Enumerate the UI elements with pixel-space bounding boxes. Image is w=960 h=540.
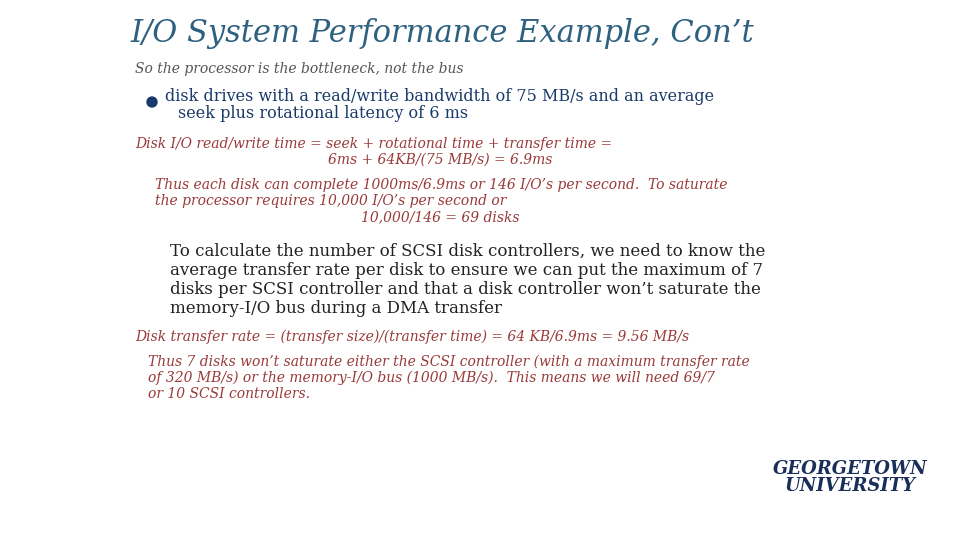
Text: Thus 7 disks won’t saturate either the SCSI controller (with a maximum transfer : Thus 7 disks won’t saturate either the S…: [148, 355, 750, 369]
Text: Disk I/O read/write time = seek + rotational time + transfer time =: Disk I/O read/write time = seek + rotati…: [135, 137, 612, 151]
Text: 10,000/146 = 69 disks: 10,000/146 = 69 disks: [361, 210, 519, 224]
Text: So the processor is the bottleneck, not the bus: So the processor is the bottleneck, not …: [135, 62, 464, 76]
Text: average transfer rate per disk to ensure we can put the maximum of 7: average transfer rate per disk to ensure…: [170, 262, 763, 279]
Text: disks per SCSI controller and that a disk controller won’t saturate the: disks per SCSI controller and that a dis…: [170, 281, 761, 298]
Text: 6ms + 64KB/(75 MB/s) = 6.9ms: 6ms + 64KB/(75 MB/s) = 6.9ms: [327, 153, 552, 167]
Text: disk drives with a read/write bandwidth of 75 MB/s and an average: disk drives with a read/write bandwidth …: [165, 88, 714, 105]
Text: To calculate the number of SCSI disk controllers, we need to know the: To calculate the number of SCSI disk con…: [170, 243, 765, 260]
Text: Thus each disk can complete 1000ms/6.9ms or 146 I/O’s per second.  To saturate: Thus each disk can complete 1000ms/6.9ms…: [155, 178, 728, 192]
Text: I/O System Performance Example, Con’t: I/O System Performance Example, Con’t: [130, 18, 754, 49]
Text: the processor requires 10,000 I/O’s per second or: the processor requires 10,000 I/O’s per …: [155, 194, 506, 208]
Text: seek plus rotational latency of 6 ms: seek plus rotational latency of 6 ms: [178, 105, 468, 122]
Text: memory-I/O bus during a DMA transfer: memory-I/O bus during a DMA transfer: [170, 300, 502, 317]
Text: UNIVERSITY: UNIVERSITY: [784, 477, 916, 495]
Text: Disk transfer rate = (transfer size)/(transfer time) = 64 KB/6.9ms = 9.56 MB/s: Disk transfer rate = (transfer size)/(tr…: [135, 330, 689, 345]
Text: GEORGETOWN: GEORGETOWN: [773, 460, 927, 478]
Circle shape: [147, 97, 157, 107]
Text: of 320 MB/s) or the memory-I/O bus (1000 MB/s).  This means we will need 69/7: of 320 MB/s) or the memory-I/O bus (1000…: [148, 371, 715, 386]
Text: or 10 SCSI controllers.: or 10 SCSI controllers.: [148, 387, 310, 401]
